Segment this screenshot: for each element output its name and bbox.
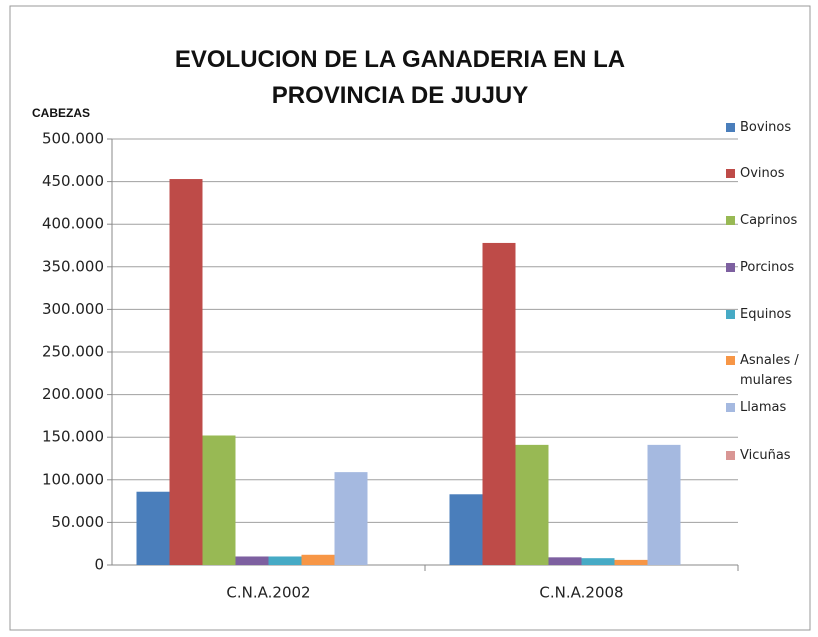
y-tick-label: 0 — [94, 556, 104, 574]
bar — [515, 444, 549, 565]
bar — [136, 491, 170, 565]
legend-swatch — [726, 403, 735, 412]
legend-item: Porcinos — [726, 258, 814, 278]
legend-item: Vicuñas — [726, 446, 814, 466]
y-tick-label: 300.000 — [42, 300, 104, 318]
legend-swatch — [726, 263, 735, 272]
legend-swatch — [726, 169, 735, 178]
bar — [449, 494, 483, 565]
legend-label: Bovinos — [740, 120, 792, 135]
bar — [169, 179, 203, 565]
y-tick-label: 400.000 — [42, 215, 104, 233]
y-tick-label: 100.000 — [42, 470, 104, 488]
x-tick-label: C.N.A.2008 — [539, 584, 623, 602]
legend-swatch — [726, 310, 735, 319]
legend-item: Llamas — [726, 398, 814, 418]
y-tick-label: 500.000 — [42, 130, 104, 148]
y-tick-label: 50.000 — [52, 513, 105, 531]
legend-item: Ovinos — [726, 164, 814, 184]
legend-label: Porcinos — [740, 260, 795, 275]
bar — [334, 472, 368, 565]
bar — [301, 554, 335, 565]
y-tick-label: 200.000 — [42, 385, 104, 403]
legend-label: Equinos — [740, 307, 792, 322]
y-tick-label: 350.000 — [42, 257, 104, 275]
bar — [268, 556, 302, 565]
bar — [202, 435, 236, 565]
legend-swatch — [726, 356, 735, 365]
legend-item: Caprinos — [726, 211, 814, 231]
legend-label: Llamas — [740, 400, 787, 415]
bar — [614, 559, 648, 565]
legend-label: Vicuñas — [740, 448, 791, 463]
y-tick-label: 250.000 — [42, 343, 104, 361]
legend-label: Asnales / mulares — [740, 353, 799, 388]
y-axis-label: CABEZAS — [32, 106, 91, 120]
bar — [647, 444, 681, 565]
legend-item: Bovinos — [726, 118, 814, 138]
legend-swatch — [726, 451, 735, 460]
x-tick-label: C.N.A.2002 — [226, 584, 310, 602]
legend-swatch — [726, 216, 735, 225]
bar — [235, 556, 269, 565]
y-tick-label: 450.000 — [42, 172, 104, 190]
legend-swatch — [726, 123, 735, 132]
bar — [581, 558, 615, 565]
bar — [482, 242, 516, 565]
legend-label: Caprinos — [740, 213, 798, 228]
legend-label: Ovinos — [740, 166, 785, 181]
chart-border — [9, 5, 811, 631]
legend-item: Equinos — [726, 305, 814, 325]
chart-title: EVOLUCION DE LA GANADERIA EN LA PROVINCI… — [174, 46, 626, 109]
legend-item: Asnales / mulares — [726, 351, 814, 391]
bar — [548, 557, 582, 565]
y-tick-label: 150.000 — [42, 428, 104, 446]
